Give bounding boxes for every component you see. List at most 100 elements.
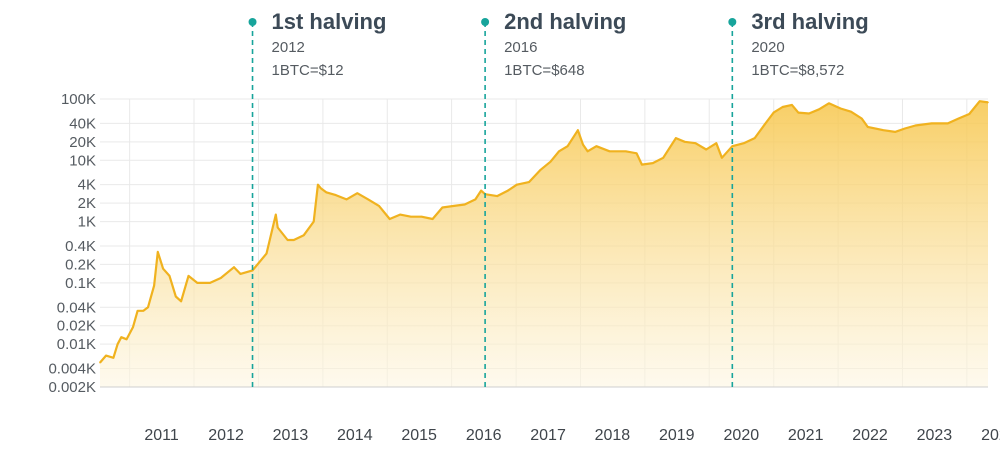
data-point	[233, 266, 235, 269]
data-point	[882, 129, 885, 131]
data-point	[797, 111, 800, 114]
data-point	[781, 106, 784, 108]
data-point	[157, 251, 159, 253]
data-point	[595, 145, 598, 147]
data-point	[586, 150, 589, 153]
data-point	[715, 142, 718, 144]
data-point	[577, 129, 579, 131]
data-point	[265, 252, 268, 255]
data-point	[662, 157, 664, 159]
data-point	[312, 220, 315, 223]
halving-2: 2nd halving 2016 1BTC=$648	[481, 9, 626, 387]
data-point	[220, 277, 222, 279]
y-tick-label: 1K	[78, 214, 96, 231]
halving-3: 3rd halving 2020 1BTC=$8,572	[728, 9, 869, 387]
y-tick-label: 0.4K	[65, 238, 96, 255]
data-point	[116, 343, 119, 346]
data-point	[335, 194, 337, 196]
price-line	[99, 100, 989, 364]
x-tick-label: 2021	[788, 427, 824, 444]
halving-title: 2nd halving	[504, 9, 626, 34]
data-point	[187, 275, 190, 277]
x-tick-label: 2013	[273, 427, 309, 444]
data-point	[303, 234, 305, 236]
halving-price: 1BTC=$8,572	[751, 62, 844, 79]
y-tick-label: 100K	[61, 91, 96, 108]
data-point	[325, 191, 328, 194]
data-point	[894, 131, 896, 133]
halving-marker-dot	[481, 18, 490, 26]
x-tick-label: 2016	[466, 427, 502, 444]
data-point	[683, 141, 686, 143]
data-point	[420, 215, 423, 218]
data-point	[317, 183, 319, 186]
y-tick-label: 2K	[78, 195, 96, 212]
y-tick-label: 4K	[78, 177, 96, 194]
data-point	[120, 336, 123, 339]
halving-title: 3rd halving	[751, 9, 868, 34]
data-point	[142, 310, 145, 312]
data-point	[286, 239, 289, 241]
y-tick-label: 0.2K	[65, 256, 96, 273]
data-point	[132, 326, 134, 328]
data-point	[791, 104, 793, 106]
data-point	[947, 122, 949, 125]
area-fill	[100, 101, 988, 387]
data-point	[566, 145, 569, 147]
x-tick-label: 2018	[595, 427, 631, 444]
halving-title: 1st halving	[272, 9, 387, 34]
data-point	[480, 189, 482, 192]
data-point	[558, 150, 560, 153]
x-tick-label: 2019	[659, 427, 695, 444]
data-point	[608, 150, 611, 153]
data-point	[694, 142, 697, 144]
halving-marker-dot	[248, 18, 257, 26]
data-point	[808, 112, 810, 115]
y-tick-label: 0.004K	[48, 361, 96, 378]
data-point	[828, 102, 830, 105]
data-point	[818, 108, 820, 111]
y-tick-label: 0.002K	[48, 379, 96, 396]
x-tick-label: 2024	[981, 427, 1000, 444]
data-point	[539, 169, 542, 171]
data-point	[239, 273, 242, 275]
halving-year: 2020	[751, 39, 784, 56]
data-point	[549, 160, 552, 163]
data-point	[175, 295, 177, 298]
data-point	[388, 218, 391, 220]
data-point	[367, 198, 370, 201]
data-point	[743, 142, 745, 144]
data-point	[399, 213, 401, 216]
data-point	[293, 239, 295, 241]
data-point	[705, 148, 707, 151]
data-point	[112, 357, 115, 359]
data-point	[320, 187, 322, 189]
data-point	[507, 189, 509, 192]
data-point	[957, 117, 960, 120]
data-point	[431, 218, 434, 220]
data-point	[356, 192, 359, 194]
data-point	[209, 282, 211, 284]
data-point	[136, 310, 139, 312]
data-point	[625, 150, 627, 153]
x-tick-label: 2017	[530, 427, 566, 444]
data-point	[162, 267, 164, 270]
x-tick-label: 2015	[401, 427, 437, 444]
data-point	[125, 338, 128, 341]
data-point	[153, 284, 155, 287]
x-tick-label: 2011	[144, 427, 179, 444]
data-point	[496, 195, 498, 197]
y-tick-label: 40K	[69, 115, 96, 132]
data-point	[196, 282, 199, 284]
data-point	[635, 152, 638, 155]
data-point	[516, 183, 518, 186]
data-point	[731, 145, 734, 147]
data-point	[453, 205, 455, 207]
halving-annotations: 1st halving 2012 1BTC=$12 2nd halving 2016 1B…	[248, 9, 869, 387]
halving-1: 1st halving 2012 1BTC=$12	[248, 9, 387, 387]
data-point	[582, 143, 584, 146]
data-point	[850, 110, 852, 113]
